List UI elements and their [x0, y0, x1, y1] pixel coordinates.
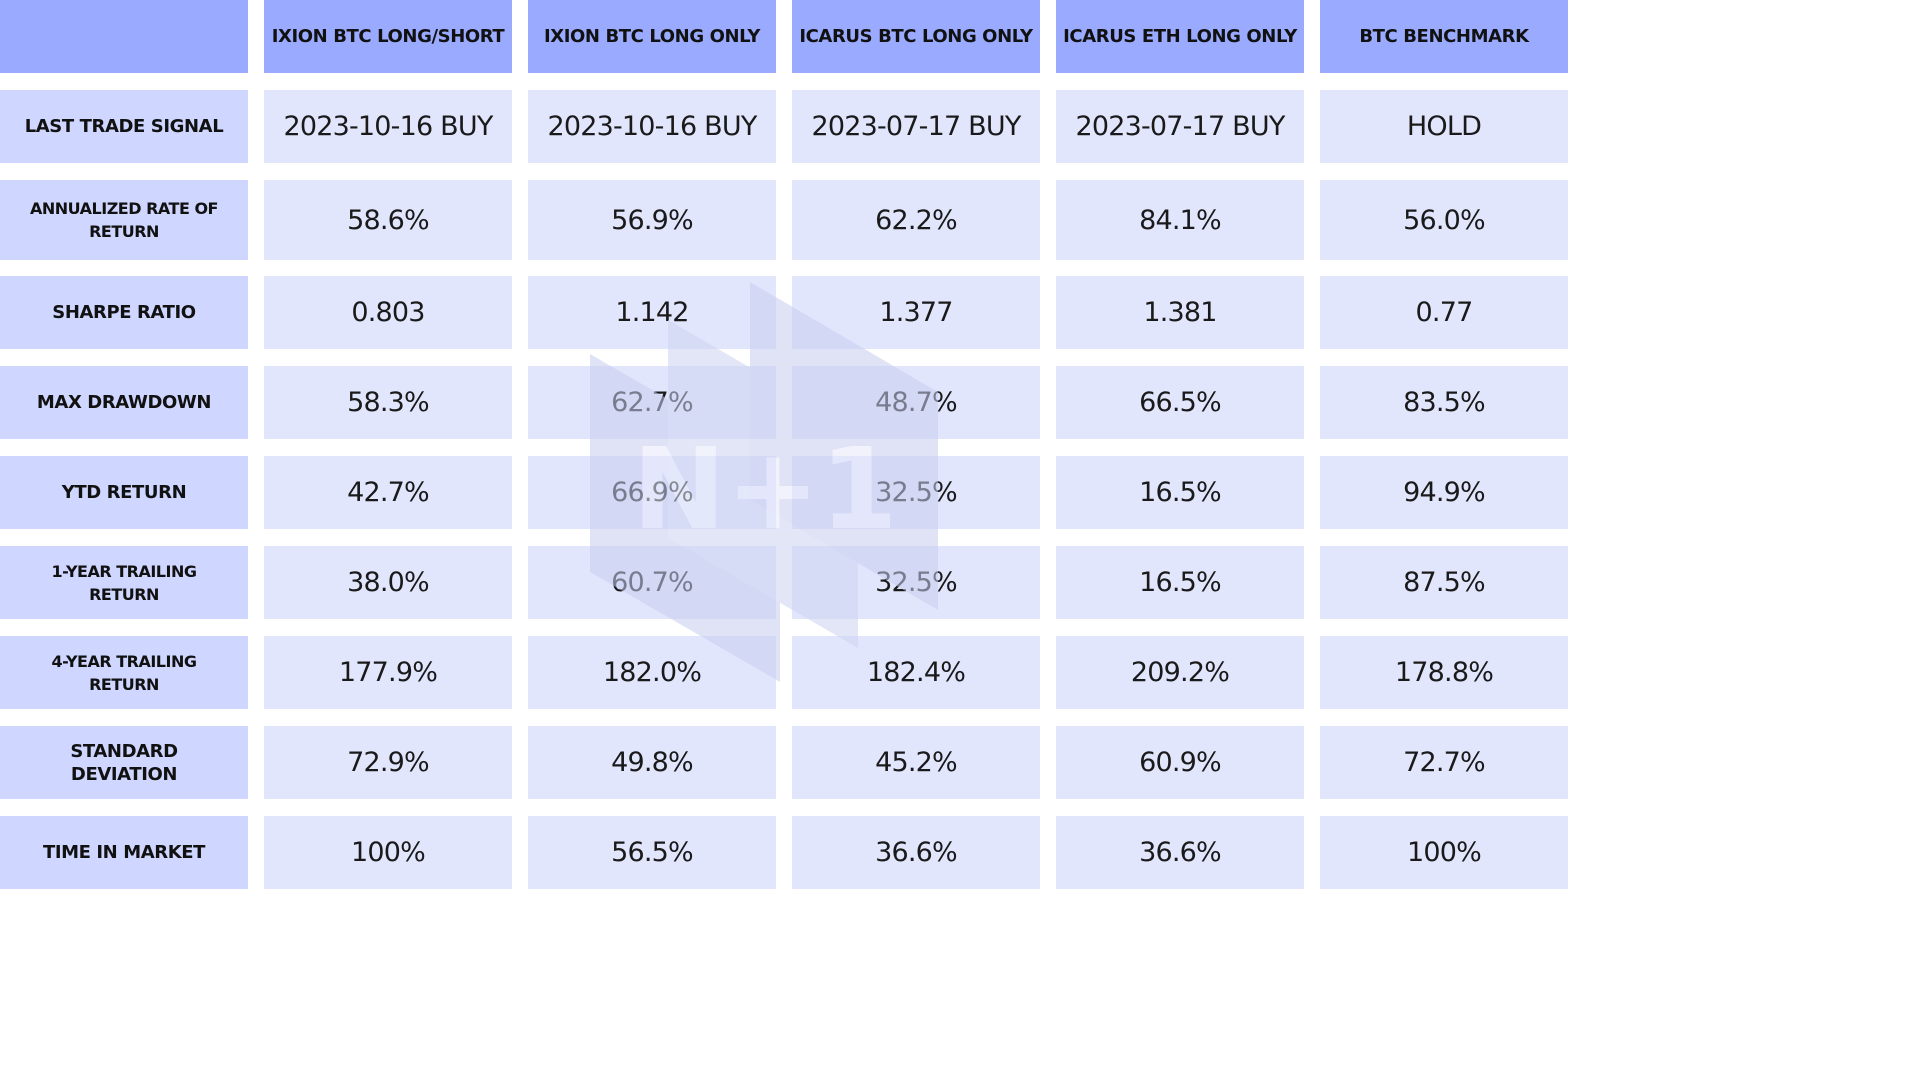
table-cell: 94.9% [1320, 456, 1568, 529]
row-header: ANNUALIZED RATE OF RETURN [0, 180, 248, 260]
table-cell: 87.5% [1320, 546, 1568, 619]
column-header: BTC BENCHMARK [1320, 0, 1568, 73]
table-cell: 32.5% [792, 456, 1040, 529]
table-cell: 66.5% [1056, 366, 1304, 439]
table-cell: 58.3% [264, 366, 512, 439]
table-cell: 62.2% [792, 180, 1040, 260]
table-cell: 48.7% [792, 366, 1040, 439]
table-cell: 60.9% [1056, 726, 1304, 799]
table-cell: 83.5% [1320, 366, 1568, 439]
column-header: ICARUS ETH LONG ONLY [1056, 0, 1304, 73]
metrics-table: IXION BTC LONG/SHORT IXION BTC LONG ONLY I… [0, 0, 1568, 889]
table-cell: 56.5% [528, 816, 776, 889]
row-header: 1-YEAR TRAILING RETURN [0, 546, 248, 619]
table-cell: 56.0% [1320, 180, 1568, 260]
column-header: IXION BTC LONG/SHORT [264, 0, 512, 73]
table-cell: 182.0% [528, 636, 776, 709]
table-cell: 16.5% [1056, 546, 1304, 619]
table-cell: 66.9% [528, 456, 776, 529]
table-cell: 1.142 [528, 276, 776, 349]
table-cell: 72.7% [1320, 726, 1568, 799]
table-cell: 36.6% [1056, 816, 1304, 889]
table-cell: 1.377 [792, 276, 1040, 349]
row-header: MAX DRAWDOWN [0, 366, 248, 439]
table-cell: 0.77 [1320, 276, 1568, 349]
table-cell: 45.2% [792, 726, 1040, 799]
table-cell: HOLD [1320, 90, 1568, 163]
table-cell: 56.9% [528, 180, 776, 260]
table-cell: 2023-07-17 BUY [1056, 90, 1304, 163]
table-cell: 178.8% [1320, 636, 1568, 709]
table-corner-header [0, 0, 248, 73]
column-header: ICARUS BTC LONG ONLY [792, 0, 1040, 73]
table-cell: 1.381 [1056, 276, 1304, 349]
table-cell: 49.8% [528, 726, 776, 799]
table-cell: 2023-10-16 BUY [264, 90, 512, 163]
table-cell: 209.2% [1056, 636, 1304, 709]
table-cell: 182.4% [792, 636, 1040, 709]
row-header: LAST TRADE SIGNAL [0, 90, 248, 163]
column-header: IXION BTC LONG ONLY [528, 0, 776, 73]
table-cell: 62.7% [528, 366, 776, 439]
table-cell: 58.6% [264, 180, 512, 260]
table-cell: 42.7% [264, 456, 512, 529]
table-cell: 0.803 [264, 276, 512, 349]
table-cell: 38.0% [264, 546, 512, 619]
table-cell: 72.9% [264, 726, 512, 799]
table-cell: 60.7% [528, 546, 776, 619]
row-header: SHARPE RATIO [0, 276, 248, 349]
row-header: TIME IN MARKET [0, 816, 248, 889]
table-cell: 16.5% [1056, 456, 1304, 529]
table-cell: 84.1% [1056, 180, 1304, 260]
table-cell: 100% [1320, 816, 1568, 889]
table-cell: 2023-10-16 BUY [528, 90, 776, 163]
row-header: 4-YEAR TRAILING RETURN [0, 636, 248, 709]
row-header: YTD RETURN [0, 456, 248, 529]
table-cell: 32.5% [792, 546, 1040, 619]
table-cell: 36.6% [792, 816, 1040, 889]
row-header: STANDARD DEVIATION [0, 726, 248, 799]
table-cell: 2023-07-17 BUY [792, 90, 1040, 163]
table-cell: 100% [264, 816, 512, 889]
table-cell: 177.9% [264, 636, 512, 709]
